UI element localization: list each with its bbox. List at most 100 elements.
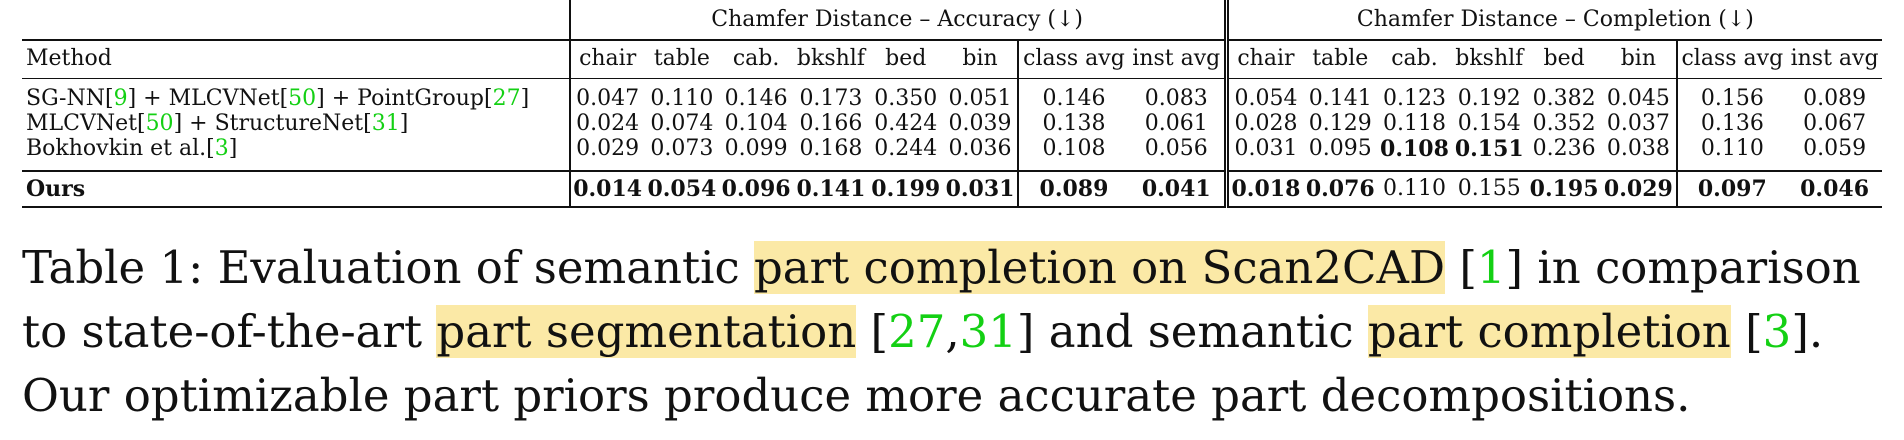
value-cell: 0.108 — [1017, 136, 1129, 161]
value-cell: 0.236 — [1532, 135, 1596, 161]
value-cell: 0.073 — [650, 135, 714, 161]
value-cell: 0.155 — [1451, 170, 1527, 208]
value-cell: 0.029 — [568, 136, 645, 161]
citation-link[interactable]: 50 — [145, 110, 174, 136]
value-cell: 0.136 — [1675, 111, 1788, 136]
col-header: cab. — [1377, 40, 1452, 79]
completion-group-header: Chamfer Distance – Completion (↓) — [1223, 0, 1882, 41]
value-cell: 0.110 — [1675, 136, 1788, 161]
citation-link[interactable]: 27 — [492, 85, 521, 111]
value-cell: 0.141 — [793, 170, 869, 208]
value-cell: 0.123 — [1382, 85, 1446, 111]
value-cell: 0.096 — [719, 170, 794, 208]
col-header: bed — [1527, 40, 1602, 79]
value-cell: 0.166 — [799, 110, 863, 136]
value-cell: 0.061 — [1144, 110, 1208, 136]
col-header: inst avg — [1128, 40, 1227, 79]
value-cell: 0.118 — [1382, 110, 1446, 136]
value-cell: 0.382 — [1532, 85, 1596, 111]
value-cell: 0.244 — [874, 135, 938, 161]
value-cell: 0.424 — [874, 110, 938, 136]
method-cell: MLCVNet[50] + StructureNet[31] — [26, 110, 409, 136]
value-cell: 0.031 — [1223, 136, 1304, 161]
value-cell: 0.054 — [644, 170, 720, 208]
value-cell: 0.192 — [1457, 85, 1521, 111]
group-header-row: Chamfer Distance – Accuracy (↓) Chamfer … — [22, 0, 1882, 41]
empty-corner — [22, 0, 570, 41]
value-cell: 0.129 — [1308, 110, 1372, 136]
value-cell: 0.108 — [1380, 135, 1449, 162]
highlight: part segmentation — [436, 305, 857, 358]
value-cell: 0.154 — [1457, 110, 1521, 136]
accuracy-group-header: Chamfer Distance – Accuracy (↓) — [568, 0, 1227, 41]
results-table: Chamfer Distance – Accuracy (↓) Chamfer … — [22, 0, 1882, 208]
value-cell: 0.036 — [948, 135, 1012, 161]
value-cell: 0.024 — [568, 111, 645, 136]
value-cell: 0.054 — [1223, 86, 1304, 111]
col-header: bkshlf — [1451, 40, 1527, 79]
value-cell: 0.352 — [1532, 110, 1596, 136]
highlight: part completion on Scan2CAD — [753, 241, 1446, 294]
value-cell: 0.037 — [1606, 110, 1670, 136]
table-row: Bokhovkin et al.[3] 0.029 0.073 0.099 0.… — [22, 136, 1882, 161]
col-header: table — [1303, 40, 1378, 79]
value-cell: 0.051 — [948, 85, 1012, 111]
method-cell: Ours — [22, 170, 570, 208]
value-cell: 0.047 — [568, 86, 645, 111]
table-caption: Table 1: Evaluation of semantic part com… — [22, 241, 1861, 422]
value-cell: 0.110 — [1377, 170, 1452, 208]
value-cell: 0.083 — [1144, 85, 1208, 111]
value-cell: 0.067 — [1803, 110, 1867, 136]
col-header: class avg — [1017, 40, 1129, 79]
value-cell: 0.138 — [1017, 111, 1129, 136]
col-header: inst avg — [1787, 40, 1882, 79]
value-cell: 0.059 — [1803, 135, 1867, 161]
value-cell: 0.046 — [1787, 170, 1882, 208]
method-header: Method — [22, 40, 570, 79]
value-cell: 0.146 — [1017, 86, 1129, 111]
table-row-ours: Ours 0.014 0.054 0.096 0.141 0.199 0.031… — [22, 170, 1882, 208]
col-header: bin — [1601, 40, 1677, 79]
value-cell: 0.146 — [724, 85, 788, 111]
highlight: part completion — [1367, 305, 1731, 358]
value-cell: 0.041 — [1128, 170, 1227, 208]
citation-link[interactable]: 31 — [959, 305, 1017, 358]
citation-link[interactable]: 31 — [371, 110, 400, 136]
value-cell: 0.089 — [1803, 85, 1867, 111]
col-header: table — [644, 40, 720, 79]
col-header: bkshlf — [793, 40, 869, 79]
value-cell: 0.029 — [1601, 170, 1677, 208]
column-header-row: Method chair table cab. bkshlf bed bin c… — [22, 40, 1882, 79]
value-cell: 0.350 — [874, 85, 938, 111]
citation-link[interactable]: 27 — [888, 305, 946, 358]
citation-link[interactable]: 3 — [1762, 305, 1792, 358]
value-cell: 0.031 — [942, 170, 1019, 208]
col-header: class avg — [1675, 40, 1788, 79]
value-cell: 0.097 — [1675, 170, 1788, 208]
method-cell: SG-NN[9] + MLCVNet[50] + PointGroup[27] — [26, 85, 530, 111]
value-cell: 0.039 — [948, 110, 1012, 136]
value-cell: 0.151 — [1454, 135, 1524, 162]
citation-link[interactable]: 1 — [1476, 241, 1506, 294]
citation-link[interactable]: 9 — [113, 85, 128, 111]
col-header: chair — [568, 40, 645, 79]
citation-link[interactable]: 3 — [214, 135, 229, 161]
value-cell: 0.056 — [1144, 135, 1208, 161]
table-row: SG-NN[9] + MLCVNet[50] + PointGroup[27] … — [22, 86, 1882, 111]
value-cell: 0.099 — [724, 135, 788, 161]
value-cell: 0.104 — [724, 110, 788, 136]
col-header: chair — [1223, 40, 1304, 79]
value-cell: 0.173 — [799, 85, 863, 111]
value-cell: 0.045 — [1606, 85, 1670, 111]
value-cell: 0.076 — [1303, 170, 1378, 208]
value-cell: 0.168 — [799, 135, 863, 161]
value-cell: 0.199 — [868, 170, 943, 208]
value-cell: 0.110 — [650, 85, 714, 111]
value-cell: 0.038 — [1606, 135, 1670, 161]
value-cell: 0.018 — [1223, 170, 1304, 208]
value-cell: 0.195 — [1527, 170, 1602, 208]
citation-link[interactable]: 50 — [288, 85, 317, 111]
col-header: bin — [942, 40, 1019, 79]
value-cell: 0.156 — [1675, 86, 1788, 111]
value-cell: 0.028 — [1223, 111, 1304, 136]
